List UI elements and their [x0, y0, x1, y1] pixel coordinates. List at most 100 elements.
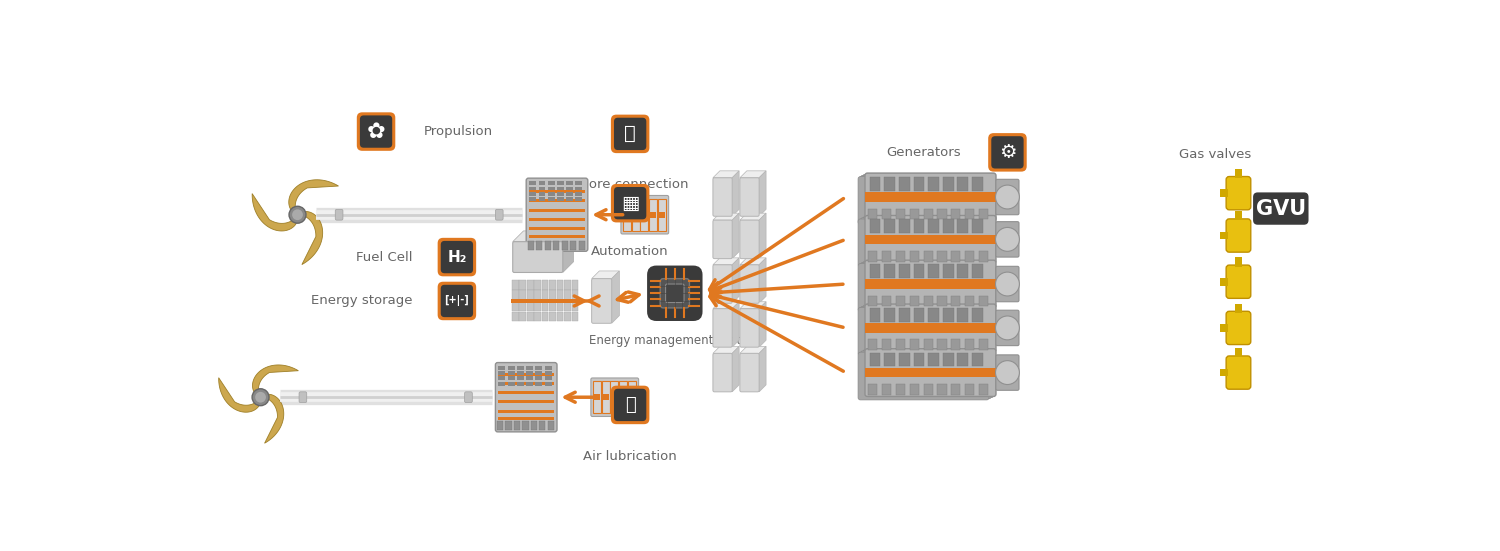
FancyBboxPatch shape — [438, 238, 476, 277]
FancyBboxPatch shape — [621, 196, 669, 234]
Bar — [507, 371, 515, 375]
FancyBboxPatch shape — [996, 266, 1018, 302]
Bar — [542, 290, 549, 300]
Text: Propulsion: Propulsion — [424, 125, 494, 138]
Bar — [519, 280, 526, 290]
FancyBboxPatch shape — [740, 178, 759, 217]
FancyBboxPatch shape — [614, 118, 646, 150]
Polygon shape — [591, 271, 620, 279]
FancyBboxPatch shape — [861, 306, 992, 354]
Bar — [572, 301, 578, 311]
Circle shape — [255, 392, 266, 403]
Bar — [957, 219, 968, 233]
Polygon shape — [740, 258, 766, 265]
Bar — [1220, 369, 1227, 376]
Bar — [572, 280, 578, 290]
FancyBboxPatch shape — [992, 136, 1023, 169]
Bar — [498, 382, 506, 386]
Bar — [909, 384, 920, 395]
Bar — [640, 198, 648, 231]
FancyBboxPatch shape — [861, 218, 992, 266]
Bar — [526, 301, 534, 311]
Bar — [909, 209, 920, 219]
Bar — [522, 421, 528, 430]
Bar — [870, 219, 880, 233]
Bar — [514, 421, 520, 430]
FancyBboxPatch shape — [1226, 265, 1251, 298]
Bar — [650, 212, 656, 218]
Bar — [896, 339, 904, 350]
FancyBboxPatch shape — [438, 282, 476, 320]
Bar — [549, 290, 556, 300]
Bar — [972, 177, 982, 191]
Bar — [980, 295, 988, 306]
Bar — [530, 209, 585, 212]
Bar — [496, 421, 502, 430]
Text: Energy management system: Energy management system — [590, 334, 760, 347]
Bar — [964, 209, 975, 219]
Bar — [980, 251, 988, 262]
FancyBboxPatch shape — [666, 284, 684, 302]
Bar — [518, 376, 524, 380]
FancyBboxPatch shape — [865, 349, 996, 397]
Bar — [538, 197, 546, 201]
Bar — [924, 295, 933, 306]
Text: Automation: Automation — [591, 245, 669, 258]
Bar — [576, 181, 582, 185]
Bar — [576, 192, 582, 196]
Bar — [542, 301, 549, 311]
Bar — [594, 394, 600, 400]
FancyBboxPatch shape — [996, 179, 1018, 215]
FancyBboxPatch shape — [610, 115, 650, 153]
Polygon shape — [712, 347, 740, 353]
Bar — [924, 384, 933, 395]
Bar — [957, 177, 968, 191]
FancyBboxPatch shape — [861, 175, 992, 223]
Bar — [556, 187, 564, 191]
Text: H₂: H₂ — [447, 250, 466, 264]
Polygon shape — [252, 193, 297, 231]
Bar — [512, 301, 519, 311]
Bar — [951, 251, 960, 262]
FancyBboxPatch shape — [495, 209, 502, 220]
Bar — [980, 384, 988, 395]
Bar — [928, 264, 939, 278]
Bar — [951, 209, 960, 219]
Polygon shape — [290, 180, 339, 210]
Bar — [564, 290, 570, 300]
Bar — [544, 382, 552, 386]
Polygon shape — [759, 302, 766, 347]
Bar — [870, 308, 880, 322]
FancyBboxPatch shape — [591, 279, 612, 323]
Bar — [633, 212, 639, 218]
Bar — [549, 280, 556, 290]
FancyBboxPatch shape — [1226, 176, 1251, 210]
FancyBboxPatch shape — [740, 353, 759, 392]
FancyBboxPatch shape — [862, 305, 993, 353]
Bar — [566, 197, 573, 201]
Bar — [972, 308, 982, 322]
Bar — [530, 197, 536, 201]
Bar — [957, 353, 968, 366]
Bar — [538, 181, 546, 185]
FancyBboxPatch shape — [360, 115, 392, 148]
FancyBboxPatch shape — [441, 285, 472, 317]
FancyBboxPatch shape — [862, 174, 993, 222]
Bar — [518, 366, 524, 370]
Polygon shape — [264, 394, 284, 443]
Bar — [865, 192, 996, 202]
Bar — [938, 295, 946, 306]
FancyBboxPatch shape — [1226, 356, 1251, 389]
Bar — [538, 192, 546, 196]
Polygon shape — [732, 213, 740, 258]
Polygon shape — [740, 213, 766, 220]
Bar — [542, 280, 549, 290]
Polygon shape — [513, 231, 573, 242]
Polygon shape — [740, 302, 766, 309]
Bar — [530, 227, 585, 230]
Bar — [944, 177, 954, 191]
FancyBboxPatch shape — [740, 220, 759, 258]
Bar — [507, 382, 515, 386]
Bar — [896, 251, 904, 262]
Bar — [896, 209, 904, 219]
